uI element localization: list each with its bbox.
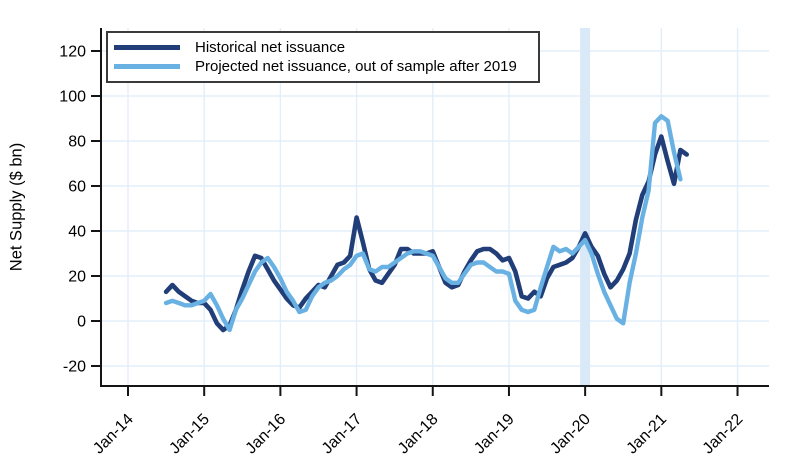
y-tick-label: 40 <box>68 224 86 241</box>
legend: Historical net issuance Projected net is… <box>106 31 540 83</box>
x-tick-label: Jan-17 <box>319 411 366 458</box>
y-tick-label: 20 <box>68 269 86 286</box>
historical-line-swatch <box>114 45 180 50</box>
x-tick-label: Jan-14 <box>90 411 137 458</box>
legend-item-projected: Projected net issuance, out of sample af… <box>114 57 530 76</box>
x-tick-label: Jan-16 <box>243 411 290 458</box>
legend-label-projected: Projected net issuance, out of sample af… <box>195 58 517 75</box>
x-tick-label: Jan-22 <box>700 411 747 458</box>
x-tick-label: Jan-20 <box>547 411 594 458</box>
y-axis-title: Net Supply ($ bn) <box>7 142 26 272</box>
projection-start-band <box>580 28 591 386</box>
x-tick-label: Jan-19 <box>471 411 518 458</box>
y-tick-label: 60 <box>68 179 86 196</box>
x-tick-label: Jan-15 <box>166 411 213 458</box>
x-tick-label: Jan-21 <box>624 411 671 458</box>
y-tick-label: 0 <box>77 314 86 331</box>
projected-line-swatch <box>114 64 180 69</box>
y-tick-label: -20 <box>63 359 86 376</box>
y-tick-label: 100 <box>59 89 86 106</box>
y-tick-label: 80 <box>68 134 86 151</box>
projected-net-issuance-line <box>163 114 683 333</box>
legend-item-historical: Historical net issuance <box>114 38 530 57</box>
legend-label-historical: Historical net issuance <box>195 39 346 56</box>
x-tick-label: Jan-18 <box>395 411 442 458</box>
y-tick-label: 120 <box>59 44 86 61</box>
